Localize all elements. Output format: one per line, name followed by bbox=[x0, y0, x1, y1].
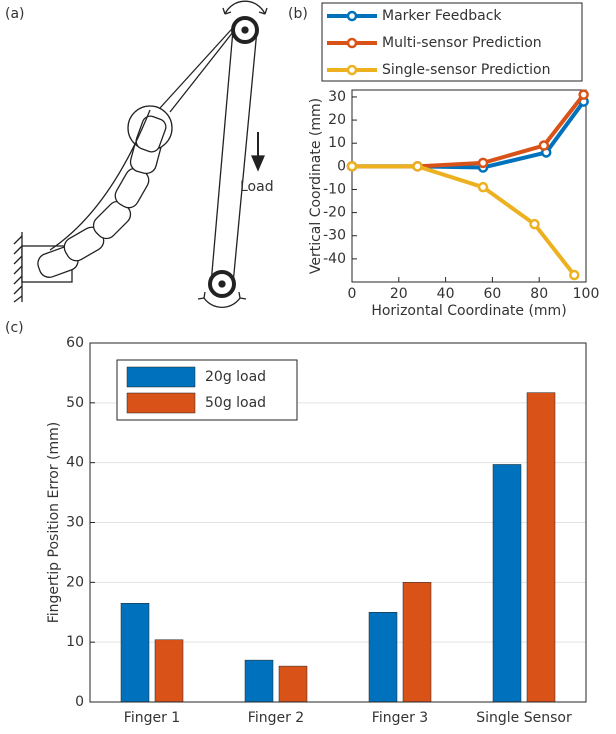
y-axis-label: Vertical Coordinate (mm) bbox=[308, 98, 324, 274]
panel-label: (c) bbox=[5, 320, 24, 336]
x-tick-label: Finger 2 bbox=[248, 710, 304, 726]
legend-marker bbox=[346, 37, 358, 49]
axes-box bbox=[351, 89, 587, 283]
y-tick-label: -30 bbox=[323, 228, 346, 244]
panel-label: (a) bbox=[5, 6, 25, 22]
y-tick-label: 40 bbox=[66, 455, 84, 471]
y-tick-label: 20 bbox=[66, 574, 84, 590]
load-label: Load bbox=[240, 179, 274, 195]
bar bbox=[492, 464, 522, 703]
legend-swatch bbox=[126, 392, 196, 414]
point bbox=[477, 157, 489, 169]
bar bbox=[402, 582, 432, 703]
x-tick-label: 20 bbox=[390, 286, 408, 302]
y-tick-label: 30 bbox=[66, 515, 84, 531]
x-tick-label: Finger 1 bbox=[124, 710, 180, 726]
x-tick-label: 80 bbox=[530, 286, 548, 302]
x-tick-label: 0 bbox=[348, 286, 357, 302]
x-axis-label: Horizontal Coordinate (mm) bbox=[371, 303, 566, 319]
point bbox=[578, 89, 589, 100]
finger-diagram bbox=[13, 0, 268, 308]
y-tick-label: 10 bbox=[328, 135, 346, 151]
legend-swatch bbox=[126, 366, 196, 388]
y-tick-label: -40 bbox=[323, 251, 346, 267]
y-tick-label: 20 bbox=[328, 112, 346, 128]
legend-marker bbox=[346, 10, 358, 22]
legend-label: Single-sensor Prediction bbox=[382, 62, 551, 78]
y-tick-label: 60 bbox=[66, 335, 84, 351]
point bbox=[346, 161, 358, 172]
panel-label: (b) bbox=[288, 6, 308, 22]
y-tick-label: 10 bbox=[66, 634, 84, 650]
bar bbox=[368, 612, 398, 703]
y-tick-label: 0 bbox=[337, 158, 346, 174]
x-tick-label: 60 bbox=[483, 286, 501, 302]
point bbox=[529, 218, 540, 230]
bar bbox=[154, 639, 184, 703]
y-tick-label: -10 bbox=[323, 181, 346, 197]
point bbox=[477, 181, 489, 193]
x-tick-label: Finger 3 bbox=[372, 710, 428, 726]
bar bbox=[120, 603, 150, 703]
point bbox=[412, 161, 423, 172]
legend-label: Marker Feedback bbox=[382, 8, 502, 24]
y-tick-label: 50 bbox=[66, 395, 84, 411]
y-tick-label: 30 bbox=[328, 89, 346, 105]
series-line bbox=[352, 164, 576, 277]
x-tick-label: Single Sensor bbox=[476, 710, 572, 726]
bar bbox=[278, 665, 308, 703]
x-tick-label: 100 bbox=[573, 286, 600, 302]
point bbox=[569, 269, 580, 281]
bar bbox=[526, 392, 556, 703]
series-line bbox=[352, 100, 586, 170]
legend-marker bbox=[346, 64, 358, 76]
y-axis-label: Fingertip Position Error (mm) bbox=[46, 422, 62, 624]
legend-label: 50g load bbox=[205, 395, 266, 411]
legend-label: Multi-sensor Prediction bbox=[382, 35, 542, 51]
point bbox=[538, 140, 550, 151]
bar bbox=[244, 659, 274, 703]
legend-label: 20g load bbox=[205, 369, 266, 385]
y-tick-label: 0 bbox=[75, 694, 84, 710]
x-tick-label: 40 bbox=[437, 286, 455, 302]
axes-box bbox=[89, 342, 587, 703]
y-tick-label: -20 bbox=[323, 205, 346, 221]
